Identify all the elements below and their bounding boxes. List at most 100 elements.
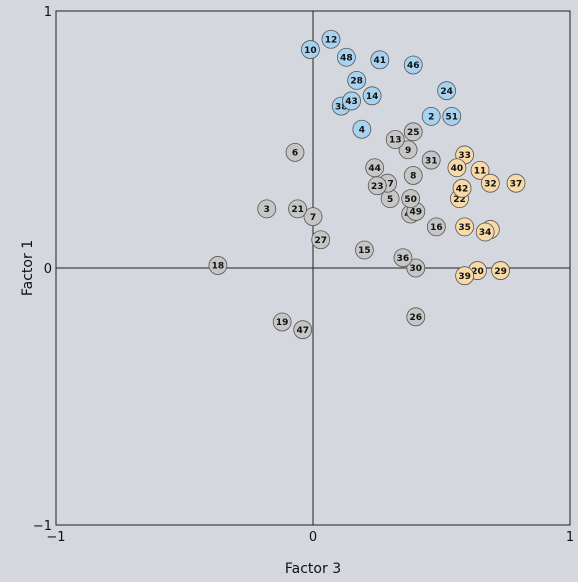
- data-point: 4: [352, 119, 372, 139]
- data-point: 7: [303, 207, 323, 227]
- data-point-marker: [421, 106, 441, 126]
- data-point-marker: [480, 173, 500, 193]
- data-point: 21: [288, 199, 307, 219]
- data-point-label: 16: [430, 223, 443, 233]
- data-point-label: 9: [405, 146, 411, 156]
- data-point-label: 15: [358, 246, 371, 256]
- data-point: 15: [354, 240, 374, 260]
- data-point: 51: [442, 106, 462, 126]
- data-point: 2: [421, 106, 441, 126]
- data-point-marker: [285, 142, 305, 162]
- data-point-label: 23: [371, 182, 384, 192]
- data-point-label: 21: [291, 205, 304, 215]
- data-point-label: 32: [484, 179, 497, 189]
- data-point-marker: [311, 230, 331, 250]
- data-point: 31: [421, 150, 441, 170]
- data-point-marker: [303, 207, 323, 227]
- data-point-label: 13: [389, 136, 402, 146]
- data-point-label: 25: [407, 128, 420, 138]
- data-point-label: 4: [359, 125, 365, 135]
- data-point: 27: [311, 230, 331, 250]
- data-point-label: 6: [292, 149, 298, 159]
- data-point-label: 35: [458, 223, 471, 233]
- y-tick-label: 0: [44, 262, 52, 277]
- data-point-label: 17: [381, 179, 394, 189]
- data-point-marker: [455, 217, 475, 237]
- data-point-marker: [398, 140, 418, 160]
- data-point-label: 47: [296, 326, 309, 336]
- data-point: 39: [455, 266, 475, 286]
- data-point: 11: [470, 160, 490, 180]
- data-point-label: 48: [340, 53, 353, 63]
- data-point: 24: [437, 81, 457, 101]
- data-point-label: 14: [366, 92, 379, 102]
- data-point-label: 43: [345, 97, 358, 107]
- data-point-label: 12: [325, 35, 338, 45]
- data-point-label: 5: [387, 195, 393, 205]
- data-point-marker: [406, 307, 426, 327]
- y-tick-label: 1: [44, 5, 52, 20]
- data-point-label: 33: [458, 151, 471, 161]
- data-point-marker: [470, 160, 490, 180]
- data-point-marker: [370, 50, 390, 70]
- data-point: 28: [347, 70, 367, 90]
- data-point-marker: [385, 130, 405, 149]
- data-point-marker: [506, 173, 526, 193]
- data-point: 41: [370, 50, 390, 70]
- data-point-label: 18: [212, 262, 225, 272]
- data-point-marker: [352, 119, 372, 139]
- data-point-marker: [362, 86, 382, 106]
- data-point-marker: [354, 240, 374, 260]
- data-point-marker: [347, 70, 367, 90]
- data-point-label: 34: [479, 228, 492, 238]
- data-point: 44: [365, 158, 385, 178]
- data-point: 16: [426, 217, 446, 237]
- data-point: 42: [452, 178, 472, 198]
- data-point: 37: [506, 173, 526, 193]
- data-point-marker: [426, 217, 446, 237]
- x-axis-title: Factor 3: [285, 561, 341, 577]
- data-point-label: 50: [404, 195, 417, 205]
- data-point: 26: [406, 307, 426, 327]
- data-point-marker: [288, 199, 307, 219]
- data-point: 23: [367, 176, 387, 196]
- data-point-marker: [447, 158, 467, 178]
- data-point-label: 2: [428, 113, 434, 123]
- data-point-marker: [208, 256, 228, 275]
- data-point-label: 24: [440, 87, 453, 97]
- data-point-label: 26: [410, 313, 423, 323]
- data-point: 8: [403, 166, 423, 185]
- data-point-marker: [321, 29, 341, 49]
- data-point-marker: [301, 40, 320, 59]
- y-tick-label: −1: [33, 519, 52, 534]
- data-point-label: 31: [425, 156, 438, 166]
- data-point-label: 40: [451, 164, 464, 174]
- data-point-label: 41: [374, 56, 387, 66]
- data-point: 9: [398, 140, 418, 160]
- data-point-label: 11: [474, 167, 487, 177]
- data-point-label: 22: [453, 195, 466, 205]
- data-point: 47: [293, 320, 313, 340]
- data-point-label: 51: [446, 113, 459, 123]
- data-point-label: 37: [510, 179, 523, 189]
- data-point-marker: [403, 55, 423, 75]
- data-point-marker: [403, 122, 423, 142]
- data-point: 12: [321, 29, 341, 49]
- data-point: 14: [362, 86, 382, 106]
- data-point: 48: [337, 47, 356, 67]
- data-point-marker: [455, 266, 475, 286]
- data-point-label: 20: [471, 267, 484, 277]
- data-point-label: 46: [407, 61, 420, 71]
- data-point-label: 36: [397, 254, 410, 264]
- data-point: 40: [447, 158, 467, 178]
- data-point-marker: [393, 248, 413, 268]
- data-point-label: 28: [350, 77, 363, 87]
- data-point-marker: [403, 166, 423, 185]
- data-point: 10: [301, 40, 320, 59]
- data-point: 6: [285, 142, 305, 162]
- data-point: 3: [257, 199, 277, 219]
- data-point-label: 49: [410, 208, 423, 218]
- data-point: 36: [393, 248, 413, 268]
- data-point-label: 30: [410, 264, 423, 274]
